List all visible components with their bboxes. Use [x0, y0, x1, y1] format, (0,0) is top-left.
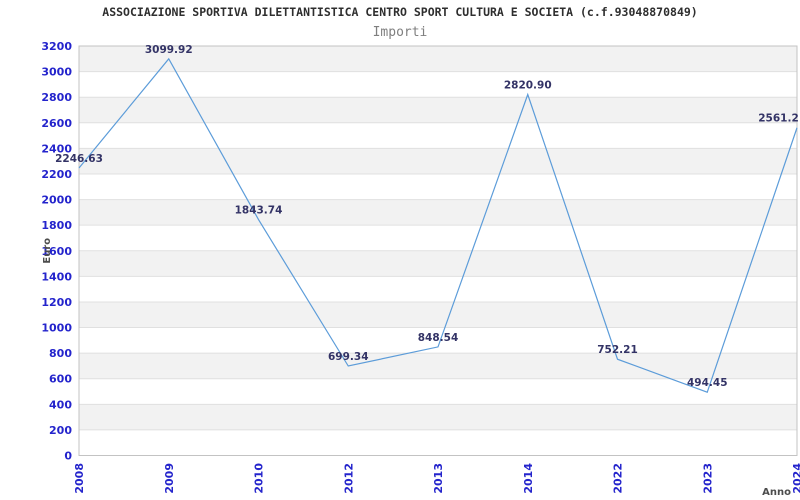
y-tick-label: 1200: [41, 296, 72, 309]
y-tick-label: 2000: [41, 194, 72, 207]
y-tick-label: 2800: [41, 91, 72, 104]
y-tick-label: 600: [49, 373, 72, 386]
x-tick-label: 2013: [432, 463, 445, 494]
data-point-label: 2820.90: [504, 80, 552, 92]
plot-band: [79, 404, 797, 430]
y-tick-label: 2600: [41, 117, 72, 130]
chart-subtitle: Importi: [372, 25, 428, 40]
y-tick-label: 1400: [41, 270, 72, 283]
x-tick-label: 2009: [163, 463, 176, 494]
chart-title: ASSOCIAZIONE SPORTIVA DILETTANTISTICA CE…: [102, 5, 698, 19]
plot-border: [78, 45, 798, 456]
plot-band: [79, 301, 797, 328]
y-tick-label: 400: [49, 398, 72, 411]
y-axis-title: Euro: [42, 238, 53, 264]
data-point-label: 752.21: [597, 344, 638, 356]
y-tick-label: 3200: [41, 40, 72, 53]
plot-band: [79, 97, 797, 123]
y-tick-label: 1800: [41, 219, 72, 232]
x-tick-label: 2022: [612, 463, 625, 494]
data-point-label: 2246.63: [55, 153, 103, 165]
x-tick-label: 2012: [342, 463, 355, 494]
x-tick-label: 2024: [791, 463, 800, 494]
data-point-label: 3099.92: [145, 44, 193, 56]
x-tick-label: 2008: [73, 463, 86, 494]
plot-band: [79, 250, 797, 277]
y-tick-label: 0: [64, 450, 72, 463]
y-tick-label: 1000: [41, 322, 72, 335]
data-point-label: 699.34: [328, 351, 369, 363]
plot-band: [79, 199, 797, 226]
y-tick-label: 800: [49, 347, 72, 360]
y-tick-label: 1600: [41, 245, 72, 258]
y-tick-label: 2200: [41, 168, 72, 181]
plot-band: [79, 46, 797, 72]
data-point-label: 848.54: [418, 332, 459, 344]
x-tick-label: 2014: [522, 463, 535, 494]
y-tick-label: 200: [49, 424, 72, 437]
x-tick-label: 2010: [253, 463, 266, 494]
y-tick-label: 3000: [41, 66, 72, 79]
data-point-label: 2561.2: [758, 113, 799, 125]
plot-band: [79, 353, 797, 379]
x-axis-title: Anno: [762, 487, 791, 498]
plot-band: [79, 148, 797, 174]
data-point-label: 1843.74: [235, 205, 283, 217]
y-tick-label: 2400: [41, 142, 72, 155]
data-point-label: 494.45: [687, 377, 728, 389]
series-line: [78, 57, 798, 394]
x-tick-label: 2023: [701, 463, 714, 494]
